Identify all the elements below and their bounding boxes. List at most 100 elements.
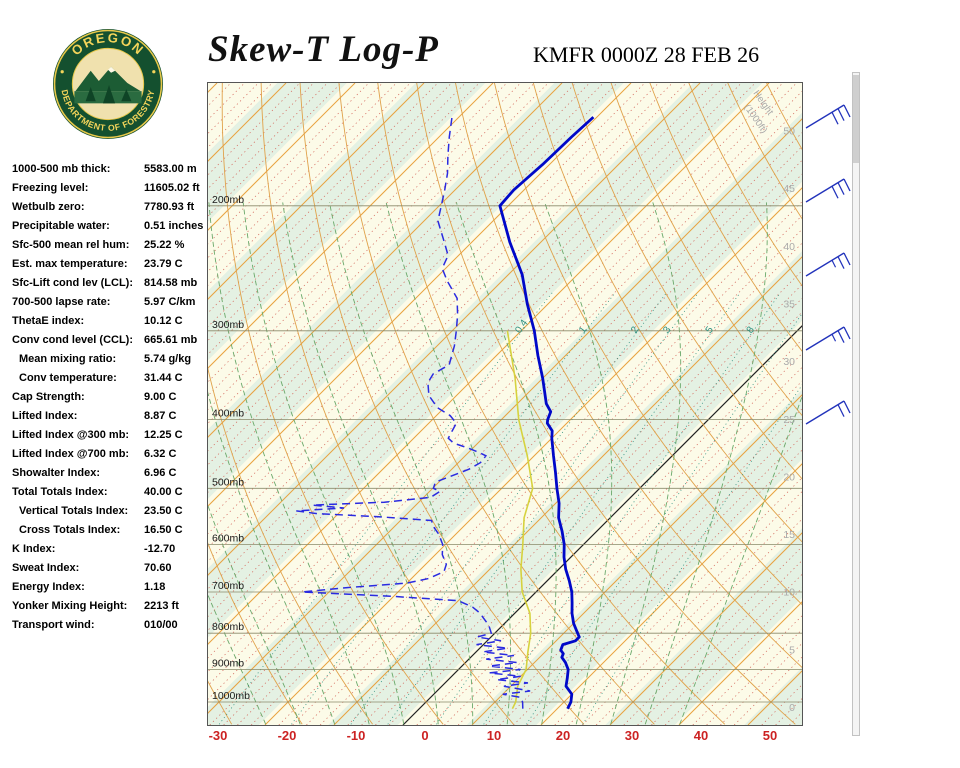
index-label: Conv cond level (CCL):: [12, 334, 134, 346]
index-row: Est. max temperature: 23.79 C: [12, 255, 207, 274]
pressure-level-label: 800mb: [212, 621, 244, 633]
index-row: Conv cond level (CCL): 665.61 mb: [12, 331, 207, 350]
index-value: 0.51 inches: [144, 220, 204, 232]
mixing-ratio-label: 5: [704, 324, 716, 335]
index-label: 1000-500 mb thick:: [12, 163, 111, 175]
index-row: Sfc-Lift cond lev (LCL): 814.58 mb: [12, 274, 207, 293]
index-row: K Index: -12.70: [12, 540, 207, 559]
index-row: Lifted Index @700 mb: 6.32 C: [12, 445, 207, 464]
index-label: Wetbulb zero:: [12, 201, 85, 213]
index-label: K Index:: [12, 543, 56, 555]
mixing-ratio-label: 2: [629, 324, 641, 335]
index-label: Yonker Mixing Height:: [12, 600, 128, 612]
wind-barb: [843, 400, 851, 414]
skewt-plot-area[interactable]: 200mb 300mb 400mb 500mb 600mb 700mb 800mb 900mb…: [208, 83, 802, 725]
axis-tick-label: 30: [624, 728, 640, 743]
temperature-axis: -30 -20 -10 0 10 20 30 40 50: [207, 728, 803, 750]
index-label: Total Totals Index:: [12, 486, 108, 498]
index-value: 12.25 C: [144, 429, 183, 441]
height-tick-label: 45: [783, 183, 795, 195]
pressure-level-label: 300mb: [212, 319, 244, 331]
index-value: 5.97 C/km: [144, 296, 196, 308]
mixing-ratio-label: 0.4: [513, 318, 530, 336]
index-value: 1.18: [144, 581, 166, 593]
wind-barb: [837, 108, 845, 121]
wind-barb: [805, 326, 845, 351]
wind-barb: [837, 330, 845, 343]
wind-barb: [831, 259, 837, 268]
height-tick-label: 15: [783, 529, 795, 541]
mixing-ratio-label: 3: [661, 324, 673, 335]
wind-barb: [843, 326, 851, 340]
wind-barb: [805, 104, 845, 129]
index-value: 010/00: [144, 619, 178, 631]
index-value: 10.12 C: [144, 315, 183, 327]
index-value: 8.87 C: [144, 410, 177, 422]
index-label: Vertical Totals Index:: [19, 505, 129, 517]
index-value: 2213 ft: [144, 600, 179, 612]
height-tick-label: 35: [783, 298, 795, 310]
index-label: Mean mixing ratio:: [19, 353, 117, 365]
index-row: Energy Index: 1.18: [12, 578, 207, 597]
index-value: 814.58 mb: [144, 277, 198, 289]
dewpoint-trace: [296, 116, 531, 709]
height-tick-label: 5: [789, 644, 795, 656]
station-datetime-label: KMFR 0000Z 28 FEB 26: [533, 42, 760, 67]
pressure-level-label: 1000mb: [212, 690, 250, 702]
index-row: 1000-500 mb thick: 5583.00 m: [12, 160, 207, 179]
index-label: Lifted Index:: [12, 410, 78, 422]
axis-tick-label: 20: [555, 728, 571, 743]
index-label: Sweat Index:: [12, 562, 80, 574]
index-value: 25.22 %: [144, 239, 185, 251]
wind-barb-column: [805, 104, 851, 425]
index-value: 7780.93 ft: [144, 201, 195, 213]
pressure-level-label: 200mb: [212, 194, 244, 206]
index-label: Cap Strength:: [12, 391, 85, 403]
logo-tree-icon: [85, 87, 96, 102]
skewt-chart[interactable]: 200mb 300mb 400mb 500mb 600mb 700mb 800mb 900mb…: [207, 82, 803, 726]
index-label: Sfc-500 mean rel hum:: [12, 239, 130, 251]
axis-tick-label: 50: [762, 728, 778, 743]
index-row: Sweat Index: 70.60: [12, 559, 207, 578]
index-value: 6.96 C: [144, 467, 177, 479]
axis-tick-label: 0: [421, 728, 429, 743]
index-label: Sfc-Lift cond lev (LCL):: [12, 277, 133, 289]
index-value: -12.70: [144, 543, 176, 555]
index-value: 23.50 C: [144, 505, 183, 517]
index-row: Sfc-500 mean rel hum: 25.22 %: [12, 236, 207, 255]
index-row: Transport wind: 010/00: [12, 616, 207, 635]
scrollbar-thumb[interactable]: [853, 75, 859, 163]
axis-tick-label: -30: [208, 728, 228, 743]
height-tick-label: 50: [783, 126, 795, 138]
height-tick-label: 40: [783, 241, 795, 253]
wind-barb: [831, 185, 839, 199]
index-value: 40.00 C: [144, 486, 183, 498]
indices-panel: 1000-500 mb thick: 5583.00 m Freezing leve…: [12, 160, 207, 635]
height-tick-label: 20: [783, 471, 795, 483]
odf-logo: OREGON DEPARTMENT OF FORESTRY: [53, 29, 163, 139]
logo-tree-icon: [121, 89, 132, 102]
index-label: Est. max temperature:: [12, 258, 128, 270]
wind-barb: [843, 252, 851, 266]
axis-tick-label: -10: [346, 728, 366, 743]
page-title: Skew-T Log-P: [208, 29, 439, 70]
wind-barb: [831, 333, 837, 342]
index-value: 9.00 C: [144, 391, 177, 403]
index-value: 31.44 C: [144, 372, 183, 384]
index-label: Freezing level:: [12, 182, 89, 194]
index-label: Conv temperature:: [19, 372, 117, 384]
index-value: 6.32 C: [144, 448, 177, 460]
index-row: Total Totals Index: 40.00 C: [12, 483, 207, 502]
index-label: Lifted Index @700 mb:: [12, 448, 130, 460]
index-value: 11605.02 ft: [144, 182, 200, 194]
chart-scrollbar[interactable]: [852, 72, 860, 736]
height-tick-label: 0: [789, 702, 795, 714]
index-row: Cross Totals Index: 16.50 C: [12, 521, 207, 540]
axis-tick-label: 10: [486, 728, 502, 743]
pressure-level-label: 600mb: [212, 533, 244, 545]
wind-barb: [805, 400, 845, 425]
index-label: Showalter Index:: [12, 467, 101, 479]
height-tick-label: 10: [783, 587, 795, 599]
index-row: Lifted Index: 8.87 C: [12, 407, 207, 426]
